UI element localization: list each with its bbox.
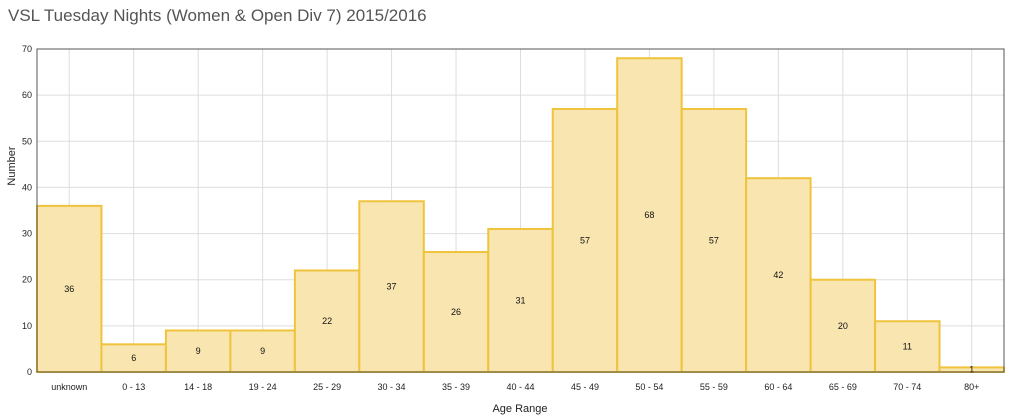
bar (422, 251, 490, 373)
data-label: 9 (196, 346, 201, 356)
plot-border (36, 48, 1005, 373)
data-label: 6 (131, 353, 136, 363)
bar (745, 177, 812, 373)
x-tick-label: 30 - 34 (378, 382, 406, 392)
data-label: 57 (580, 235, 590, 245)
y-tick-label: 70 (22, 44, 32, 54)
data-label: 36 (64, 284, 74, 294)
y-axis-label: Number (6, 146, 18, 185)
x-tick-labels: unknown 0 - 13 14 - 18 19 - 24 25 - 29 30 - 3… (51, 382, 979, 392)
data-label: 68 (644, 210, 654, 220)
y-tick-labels: 0 10 20 30 40 50 60 70 (22, 44, 32, 377)
x-tick-label: 60 - 64 (764, 382, 792, 392)
data-label: 9 (260, 346, 265, 356)
data-label: 26 (451, 307, 461, 317)
bar (809, 278, 877, 374)
x-tick-label: 0 - 13 (122, 382, 145, 392)
x-tick-label: 55 - 59 (700, 382, 728, 392)
x-tick-label: 19 - 24 (249, 382, 277, 392)
y-tick-label: 30 (22, 229, 32, 239)
bar (680, 107, 748, 373)
data-label: 42 (773, 270, 783, 280)
x-tick-label: 35 - 39 (442, 382, 470, 392)
y-tick-label: 60 (22, 90, 32, 100)
data-label: 22 (322, 316, 332, 326)
y-tick-label: 0 (27, 367, 32, 377)
x-tick-label: 25 - 29 (313, 382, 341, 392)
data-label: 31 (515, 295, 525, 305)
data-label: 57 (709, 235, 719, 245)
chart-title: VSL Tuesday Nights (Women & Open Div 7) … (8, 6, 427, 25)
x-tick-label: unknown (51, 382, 87, 392)
x-tick-label: 70 - 74 (893, 382, 921, 392)
y-tick-label: 50 (22, 136, 32, 146)
bar (551, 107, 619, 373)
bars (36, 57, 1005, 374)
x-tick-label: 45 - 49 (571, 382, 599, 392)
data-label: 1 (969, 365, 974, 375)
bar (487, 227, 554, 373)
x-tick-label: 80+ (964, 382, 979, 392)
data-label: 37 (387, 282, 397, 292)
bar (616, 57, 683, 373)
y-tick-label: 20 (22, 275, 32, 285)
x-tick-label: 65 - 69 (829, 382, 857, 392)
x-axis-label: Age Range (492, 403, 547, 415)
x-tick-label: 14 - 18 (184, 382, 212, 392)
y-tick-label: 40 (22, 182, 32, 192)
x-tick-label: 40 - 44 (506, 382, 534, 392)
x-tick-label: 50 - 54 (635, 382, 663, 392)
data-label: 20 (838, 321, 848, 331)
bar (164, 329, 232, 374)
bar (874, 320, 941, 373)
plot-frame (36, 48, 1005, 373)
bar (293, 269, 361, 373)
data-label: 11 (903, 342, 912, 352)
y-tick-label: 10 (22, 321, 32, 331)
